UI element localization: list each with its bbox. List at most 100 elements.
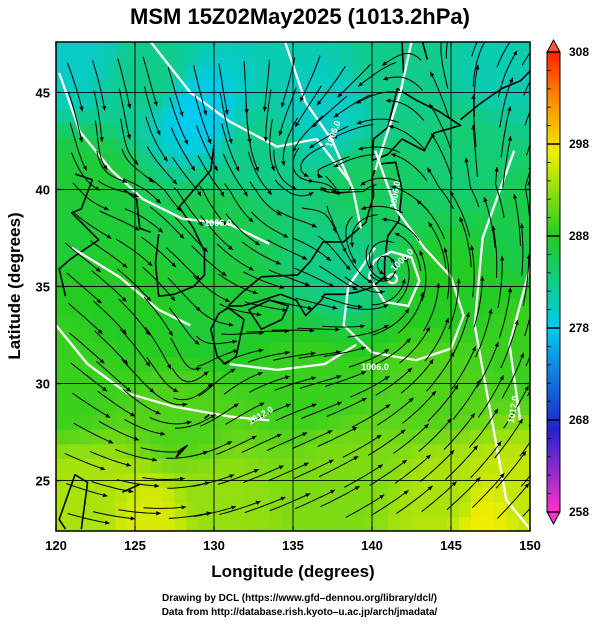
streamline: [266, 432, 308, 451]
y-tick-label: 35: [36, 280, 50, 295]
field-cell: [103, 152, 116, 168]
streamline-arrow: [356, 120, 362, 125]
streamline-arrow: [492, 15, 497, 20]
field-cell: [269, 385, 282, 401]
field-cell: [316, 385, 330, 401]
streamline-arrow: [327, 430, 333, 435]
streamline: [123, 178, 162, 204]
streamline: [292, 430, 333, 449]
streamline: [416, 199, 445, 240]
field-cell: [364, 79, 377, 95]
streamline-arrow: [499, 473, 505, 479]
field-cell: [127, 429, 140, 445]
field-cell: [245, 50, 259, 66]
field-cell: [103, 79, 116, 95]
field-cell: [115, 341, 128, 357]
streamline: [292, 147, 314, 182]
field-cell: [245, 516, 259, 531]
field-cell: [293, 210, 306, 226]
streamline-arrow: [256, 312, 262, 317]
field-cell: [423, 443, 436, 459]
field-cell: [233, 269, 247, 285]
field-cell: [447, 269, 460, 285]
field-cell: [340, 356, 353, 372]
field-cell: [91, 443, 104, 459]
coastlines: [58, 42, 530, 530]
streamline: [323, 346, 366, 357]
streamline: [348, 348, 390, 368]
field-cell: [411, 443, 424, 459]
streamline-arrow: [122, 178, 127, 183]
streamline: [427, 384, 459, 422]
coastline: [203, 413, 210, 420]
streamline: [448, 278, 460, 330]
streamline-arrow: [332, 305, 338, 310]
field-cell: [162, 123, 176, 139]
field-cell: [518, 225, 530, 241]
field-cell: [399, 501, 413, 518]
streamline-arrow: [425, 454, 431, 460]
field-cell: [56, 341, 69, 357]
field-cell: [293, 123, 306, 139]
field-cell: [56, 239, 69, 256]
streamline-arrow: [351, 258, 356, 264]
streamline-arrow: [419, 250, 424, 256]
streamline-arrow: [122, 263, 128, 268]
field-cell: [269, 79, 282, 95]
field-cell: [174, 487, 187, 503]
streamline-arrow: [231, 505, 236, 510]
streamline-arrow: [302, 432, 308, 437]
field-cell: [304, 239, 318, 256]
streamline: [244, 301, 288, 311]
streamline: [333, 154, 375, 168]
streamline: [219, 303, 262, 316]
field-cell: [281, 269, 294, 285]
field-cell: [447, 152, 460, 168]
field-cell: [150, 327, 164, 343]
streamline-arrow: [542, 80, 546, 85]
streamline: [219, 93, 233, 144]
field-cell: [399, 458, 413, 474]
streamline-arrow: [305, 493, 311, 498]
streamline: [224, 183, 254, 223]
streamline: [298, 351, 341, 359]
streamline-arrow: [147, 261, 153, 266]
field-cell: [56, 385, 69, 401]
field-cell: [115, 283, 128, 299]
field-cell: [67, 385, 81, 401]
field-cell: [281, 327, 294, 343]
field-cell: [352, 312, 365, 328]
field-cell: [269, 356, 282, 372]
streamline: [320, 485, 360, 508]
streamline: [473, 94, 477, 147]
field-cell: [91, 516, 104, 531]
field-cell: [91, 269, 104, 285]
field-cell: [352, 516, 365, 531]
field-cell: [162, 385, 176, 401]
streamline: [316, 66, 346, 106]
streamline-arrow: [427, 167, 432, 173]
field-cell: [233, 210, 247, 226]
streamline-arrow: [518, 418, 523, 424]
streamline-arrow: [428, 222, 433, 228]
field-cell: [56, 414, 69, 430]
field-cell: [506, 429, 519, 445]
field-cell: [316, 50, 330, 66]
field-cell: [233, 225, 247, 241]
field-cell: [482, 341, 496, 357]
field-cell: [293, 239, 306, 256]
streamline-arrow: [519, 223, 525, 229]
field-cell: [281, 516, 294, 531]
streamline: [250, 403, 291, 423]
streamline: [118, 88, 131, 140]
streamline: [300, 145, 325, 178]
field-cell: [458, 487, 472, 503]
streamline-arrow: [207, 383, 213, 389]
field-cell: [67, 400, 81, 416]
field-cell: [458, 327, 472, 343]
field-cell: [210, 487, 223, 503]
field-cell: [281, 429, 294, 445]
field-cell: [257, 254, 270, 270]
field-cell: [447, 327, 460, 343]
field-cell: [340, 123, 353, 139]
